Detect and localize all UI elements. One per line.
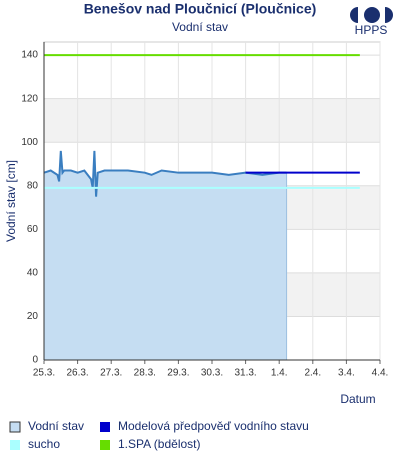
legend-label: sucho: [28, 437, 60, 451]
x-tick-label: 3.4.: [338, 368, 355, 379]
area: [43, 150, 288, 361]
y-tick-label: 40: [27, 268, 39, 279]
legend-swatch: [100, 422, 110, 432]
x-tick-label: 29.3.: [167, 368, 189, 379]
x-tick-label: 28.3.: [134, 368, 156, 379]
chart-title: Benešov nad Ploučnicí (Ploučnice): [84, 1, 317, 17]
x-tick-label: 31.3.: [234, 368, 256, 379]
legend-swatch: [10, 440, 20, 450]
y-tick-label: 20: [27, 311, 39, 322]
x-tick-label: 4.4.: [372, 368, 389, 379]
y-tick-label: 100: [21, 137, 38, 148]
legend-label: 1.SPA (bdělost): [118, 437, 201, 451]
x-tick-label: 2.4.: [304, 368, 321, 379]
y-tick-label: 80: [27, 180, 39, 191]
y-axis-title: Vodní stav [cm]: [4, 160, 18, 242]
legend-swatch: [100, 440, 110, 450]
legend-label: Modelová předpověď vodního stavu: [118, 419, 309, 433]
x-axis-title: Datum: [340, 392, 375, 406]
legend-label: Vodní stav: [28, 419, 84, 433]
legend-swatch: [9, 421, 21, 433]
y-tick-label: 140: [21, 50, 38, 61]
y-tick-label: 60: [27, 224, 39, 235]
y-tick-label: 120: [21, 93, 38, 104]
x-tick-label: 25.3.: [33, 368, 55, 379]
y-tick-label: 0: [32, 355, 38, 366]
x-tick-label: 27.3.: [100, 368, 122, 379]
chart-subtitle: Vodní stav: [172, 20, 228, 34]
logo-mark: [350, 7, 393, 23]
series-line: [43, 150, 287, 197]
logo-text: HPPS: [355, 23, 388, 37]
x-tick-label: 30.3.: [201, 368, 223, 379]
x-tick-label: 1.4.: [271, 368, 288, 379]
x-tick-label: 26.3.: [66, 368, 88, 379]
